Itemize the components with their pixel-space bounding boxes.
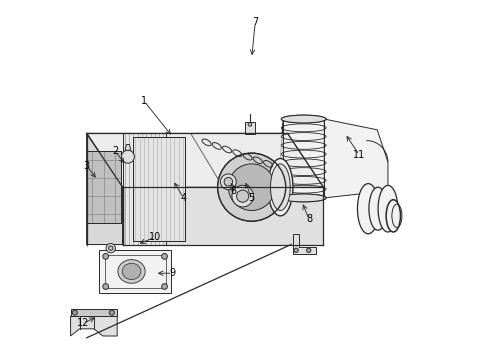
Ellipse shape (386, 200, 400, 232)
Text: 1: 1 (141, 96, 147, 106)
Ellipse shape (270, 164, 290, 211)
Ellipse shape (267, 158, 292, 216)
Circle shape (102, 284, 108, 289)
Ellipse shape (368, 187, 386, 230)
Polygon shape (292, 234, 316, 253)
Ellipse shape (281, 194, 325, 202)
Circle shape (228, 164, 274, 211)
Ellipse shape (377, 185, 397, 232)
Polygon shape (104, 255, 165, 288)
Bar (244, 122, 254, 134)
Text: 10: 10 (148, 232, 161, 242)
Text: 4: 4 (180, 193, 186, 203)
Circle shape (224, 177, 232, 186)
Text: 7: 7 (252, 17, 258, 27)
Circle shape (108, 246, 113, 250)
Circle shape (162, 253, 167, 259)
Circle shape (121, 150, 134, 163)
Circle shape (217, 153, 285, 221)
Polygon shape (122, 134, 165, 244)
Ellipse shape (118, 260, 145, 283)
Polygon shape (70, 316, 117, 336)
Ellipse shape (357, 184, 378, 234)
Text: 11: 11 (352, 150, 365, 160)
Polygon shape (280, 119, 283, 216)
Circle shape (109, 310, 114, 315)
Polygon shape (86, 134, 122, 244)
Text: 9: 9 (169, 268, 176, 278)
Ellipse shape (122, 263, 141, 280)
Text: 8: 8 (305, 215, 311, 224)
Polygon shape (70, 309, 117, 316)
Polygon shape (86, 151, 121, 223)
Ellipse shape (281, 115, 325, 123)
Polygon shape (190, 134, 323, 187)
Circle shape (247, 123, 251, 126)
Polygon shape (122, 187, 323, 244)
Circle shape (106, 243, 115, 253)
Polygon shape (133, 137, 185, 241)
Circle shape (72, 310, 77, 315)
Polygon shape (86, 134, 323, 187)
Circle shape (102, 253, 108, 259)
Polygon shape (125, 144, 131, 150)
Polygon shape (99, 250, 171, 293)
Polygon shape (86, 134, 323, 187)
Polygon shape (283, 119, 324, 198)
Circle shape (293, 248, 298, 252)
Text: 5: 5 (248, 193, 254, 203)
Circle shape (220, 174, 236, 190)
Circle shape (236, 190, 248, 202)
Text: 6: 6 (230, 186, 236, 196)
Circle shape (231, 185, 253, 207)
Circle shape (162, 284, 167, 289)
Circle shape (306, 248, 310, 252)
Polygon shape (324, 119, 387, 198)
Text: 2: 2 (112, 146, 118, 156)
Polygon shape (86, 134, 122, 244)
Text: 3: 3 (83, 161, 90, 171)
Text: 12: 12 (77, 319, 89, 328)
